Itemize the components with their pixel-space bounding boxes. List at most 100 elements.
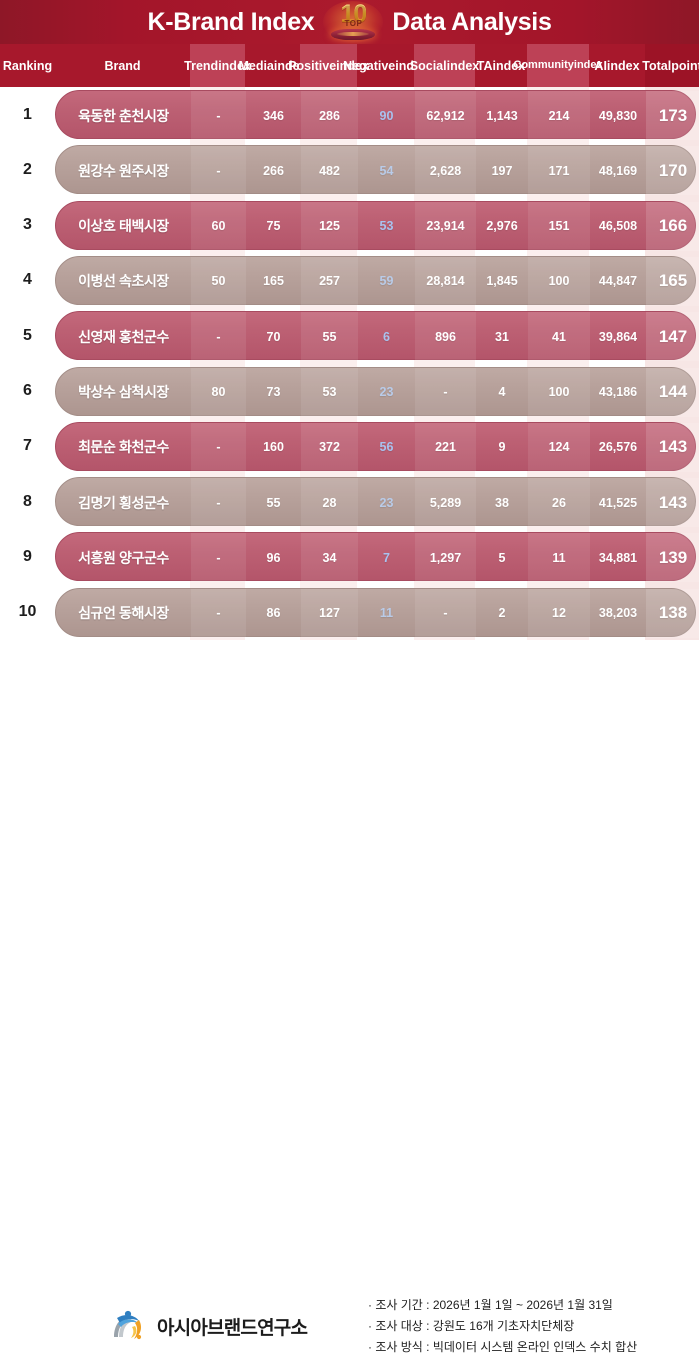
column-header-positive[interactable]: Positive index xyxy=(288,44,369,87)
rank-number: 7 xyxy=(23,437,32,455)
cell-social: 1,297 xyxy=(415,533,476,583)
table-row[interactable]: 6 박상수 삼척시장 80 73 53 23 - 4 100 43,186 144 xyxy=(0,364,699,419)
row-pill: 심규언 동해시장 - 86 127 11 - 2 12 38,203 138 xyxy=(55,587,699,638)
rank-number: 6 xyxy=(23,382,32,399)
badge-number: 10 xyxy=(340,0,368,28)
column-header-label: TA xyxy=(476,58,493,73)
cell-media: 346 xyxy=(263,108,284,123)
cell-ta: 1,845 xyxy=(486,274,518,289)
table-row[interactable]: 1 육동한 춘천시장 - 346 286 90 62,912 1,143 214 49,830 17… xyxy=(0,87,699,142)
cell-positive: 34 xyxy=(301,533,358,583)
column-header-total[interactable]: Total point xyxy=(642,44,699,87)
cell-ta: 31 xyxy=(495,329,509,344)
survey-note-1: · 조사 기간 : 2026년 1월 1일 ~ 2026년 1월 31일 xyxy=(368,1298,613,1312)
table-row[interactable]: 9 서흥원 양구군수 - 96 34 7 1,297 5 11 34,881 139 xyxy=(0,529,699,584)
footer: 아시아브랜드연구소 · 조사 기간 : 2026년 1월 1일 ~ 2026년 … xyxy=(0,640,699,1354)
row-pill: 김명기 횡성군수 - 55 28 23 5,289 38 26 41,525 143 xyxy=(55,477,699,528)
row-pill: 최문순 화천군수 - 160 372 56 221 9 124 26,576 143 xyxy=(55,421,699,472)
cell-ai: 26,576 xyxy=(598,440,638,455)
table-row[interactable]: 3 이상호 태백시장 60 75 125 53 23,914 2,976 151 46,508 16… xyxy=(0,198,699,253)
cell-negative: 6 xyxy=(383,329,390,344)
column-header-brand[interactable]: Brand xyxy=(55,44,190,87)
cell-trend: - xyxy=(191,91,246,140)
rank-number: 5 xyxy=(23,326,32,344)
column-header-sublabel: index xyxy=(336,58,369,73)
table-row[interactable]: 7 최문순 화천군수 - 160 372 56 221 9 124 26,576 143 xyxy=(0,419,699,474)
column-header-trend[interactable]: Trend index xyxy=(184,44,251,87)
table-row[interactable]: 5 신영재 홍천군수 - 70 55 6 896 31 41 39,864 147 xyxy=(0,308,699,363)
row-pill: 박상수 삼척시장 80 73 53 23 - 4 100 43,186 144 xyxy=(55,366,699,417)
cell-community: 12 xyxy=(528,588,590,638)
column-header-sublabel: point xyxy=(671,58,699,73)
cell-media: 266 xyxy=(263,163,284,178)
cell-ta: 197 xyxy=(491,163,513,178)
row-pill: 이병선 속초시장 50 165 257 59 28,814 1,845 100 44,847 16… xyxy=(55,255,699,306)
cell-total: 165 xyxy=(646,256,699,306)
cell-ai: 41,525 xyxy=(598,495,638,510)
cell-trend: - xyxy=(191,478,246,528)
survey-notes: · 조사 기간 : 2026년 1월 1일 ~ 2026년 1월 31일 · 조사… xyxy=(368,1295,637,1358)
brand-name: 서흥원 양구군수 xyxy=(78,549,169,566)
table-row[interactable]: 2 원강수 원주시장 - 266 482 54 2,628 197 171 48,169 170 xyxy=(0,142,699,197)
cell-social: - xyxy=(415,367,476,417)
column-header-label: Community xyxy=(513,59,574,72)
cell-social: - xyxy=(415,588,476,638)
column-header-label: Positive xyxy=(288,58,337,73)
cell-positive: 286 xyxy=(301,91,358,140)
cell-community: 214 xyxy=(528,91,590,140)
column-header-community[interactable]: Community index xyxy=(513,44,603,87)
cell-trend: - xyxy=(191,588,246,638)
column-header-negative[interactable]: Negative index xyxy=(343,44,428,87)
cell-trend: 60 xyxy=(191,201,246,251)
cell-media: 55 xyxy=(266,495,281,510)
cell-social: 28,814 xyxy=(415,256,476,306)
cell-media: 73 xyxy=(266,385,281,399)
rank-number: 1 xyxy=(23,105,32,123)
cell-total: 170 xyxy=(646,146,699,196)
cell-negative: 90 xyxy=(379,108,394,123)
brand-name: 김명기 횡성군수 xyxy=(78,494,169,511)
title-bar: K-Brand Index 10 TOP Data Analysis xyxy=(0,0,699,44)
cell-ta: 9 xyxy=(498,440,506,455)
brand-name: 이상호 태백시장 xyxy=(78,218,169,235)
cell-negative: 54 xyxy=(379,163,394,178)
table-row[interactable]: 4 이병선 속초시장 50 165 257 59 28,814 1,845 100 44,847 1… xyxy=(0,253,699,308)
column-header-ta[interactable]: TA index xyxy=(475,44,527,87)
cell-positive: 55 xyxy=(301,312,358,362)
page-title-left: K-Brand Index xyxy=(147,7,315,36)
cell-ai: 48,169 xyxy=(598,163,638,178)
column-header-sublabel: index xyxy=(573,59,603,72)
cell-positive: 125 xyxy=(301,201,358,251)
survey-note-2: · 조사 대상 : 강원도 16개 기초자치단체장 xyxy=(368,1319,575,1333)
column-header-social[interactable]: Social index xyxy=(410,44,479,87)
cell-community: 100 xyxy=(528,367,590,417)
cell-ai: 38,203 xyxy=(598,606,638,621)
page-title-right: Data Analysis xyxy=(392,7,552,36)
cell-total: 143 xyxy=(646,422,699,472)
table-row[interactable]: 10 심규언 동해시장 - 86 127 11 - 2 12 38,203 138 xyxy=(0,585,699,640)
logo-name: 아시아브랜드연구소 xyxy=(157,1317,308,1339)
brand-name: 원강수 원주시장 xyxy=(78,162,169,179)
row-pill: 서흥원 양구군수 - 96 34 7 1,297 5 11 34,881 139 xyxy=(55,532,699,583)
column-header-ranking[interactable]: Ranking xyxy=(0,44,55,87)
cell-ta: 5 xyxy=(498,550,506,565)
column-header-ai[interactable]: AI index xyxy=(589,44,645,87)
column-header-sublabel: index xyxy=(218,58,251,73)
column-header-label: Media xyxy=(238,58,274,73)
cell-social: 896 xyxy=(415,312,476,362)
cell-ta: 38 xyxy=(495,495,509,510)
rank-number: 4 xyxy=(23,271,32,289)
table-row[interactable]: 8 김명기 횡성군수 - 55 28 23 5,289 38 26 41,525 143 xyxy=(0,474,699,529)
brand-name: 박상수 삼척시장 xyxy=(78,384,169,400)
brand-logo: 아시아브랜드연구소 xyxy=(108,1306,308,1346)
cell-trend: 50 xyxy=(191,256,246,306)
cell-negative: 59 xyxy=(379,274,394,289)
cell-social: 23,914 xyxy=(415,201,476,251)
column-header-media[interactable]: Media index xyxy=(238,44,306,87)
cell-negative: 7 xyxy=(383,550,390,565)
cell-ai: 39,864 xyxy=(598,329,638,344)
cell-ta: 2 xyxy=(498,606,506,621)
cell-negative: 53 xyxy=(379,219,394,234)
cell-media: 70 xyxy=(266,329,281,344)
rank-number: 9 xyxy=(23,547,32,565)
